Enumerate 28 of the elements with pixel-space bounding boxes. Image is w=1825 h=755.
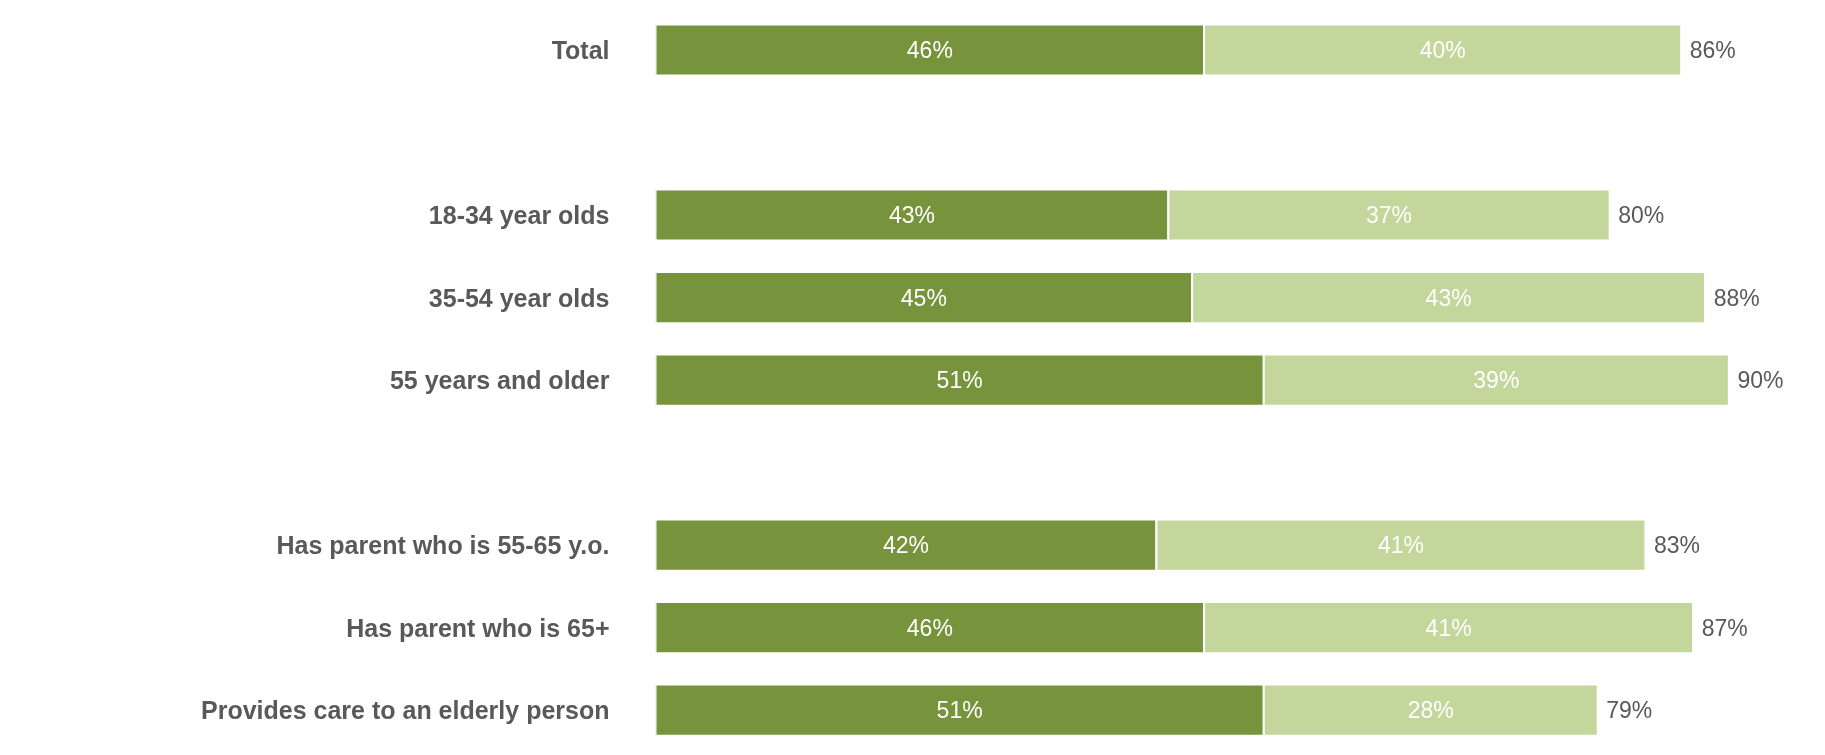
data-label: 51% — [936, 697, 983, 724]
data-label: 40% — [1419, 37, 1466, 64]
total-label: 79% — [1606, 697, 1653, 724]
total-label: 88% — [1713, 284, 1760, 311]
y-tick-label: 35-54 year olds — [428, 283, 610, 312]
data-label: 41% — [1425, 614, 1472, 641]
y-tick-label: 18-34 year olds — [428, 201, 610, 230]
y-tick-label: Has parent who is 65+ — [346, 613, 610, 642]
y-tick-label: Total — [551, 36, 610, 65]
data-label: 51% — [936, 367, 983, 394]
data-label: 41% — [1377, 532, 1424, 559]
data-label: 43% — [888, 202, 935, 229]
total-label: 80% — [1618, 202, 1665, 229]
total-label: 83% — [1654, 532, 1701, 559]
total-label: 86% — [1689, 37, 1736, 64]
total-label: 87% — [1701, 614, 1748, 641]
data-label: 46% — [906, 37, 953, 64]
data-label: 28% — [1407, 697, 1454, 724]
data-label: 39% — [1473, 367, 1520, 394]
data-label: 46% — [906, 614, 953, 641]
y-tick-label: 55 years and older — [389, 366, 610, 395]
data-label: 43% — [1425, 284, 1472, 311]
data-label: 42% — [882, 532, 929, 559]
data-label: 45% — [900, 284, 947, 311]
y-tick-label: Has parent who is 55-65 y.o. — [276, 531, 610, 560]
y-tick-label: Provides care to an elderly person — [201, 696, 610, 725]
data-label: 37% — [1365, 202, 1413, 229]
total-label: 90% — [1737, 367, 1784, 394]
